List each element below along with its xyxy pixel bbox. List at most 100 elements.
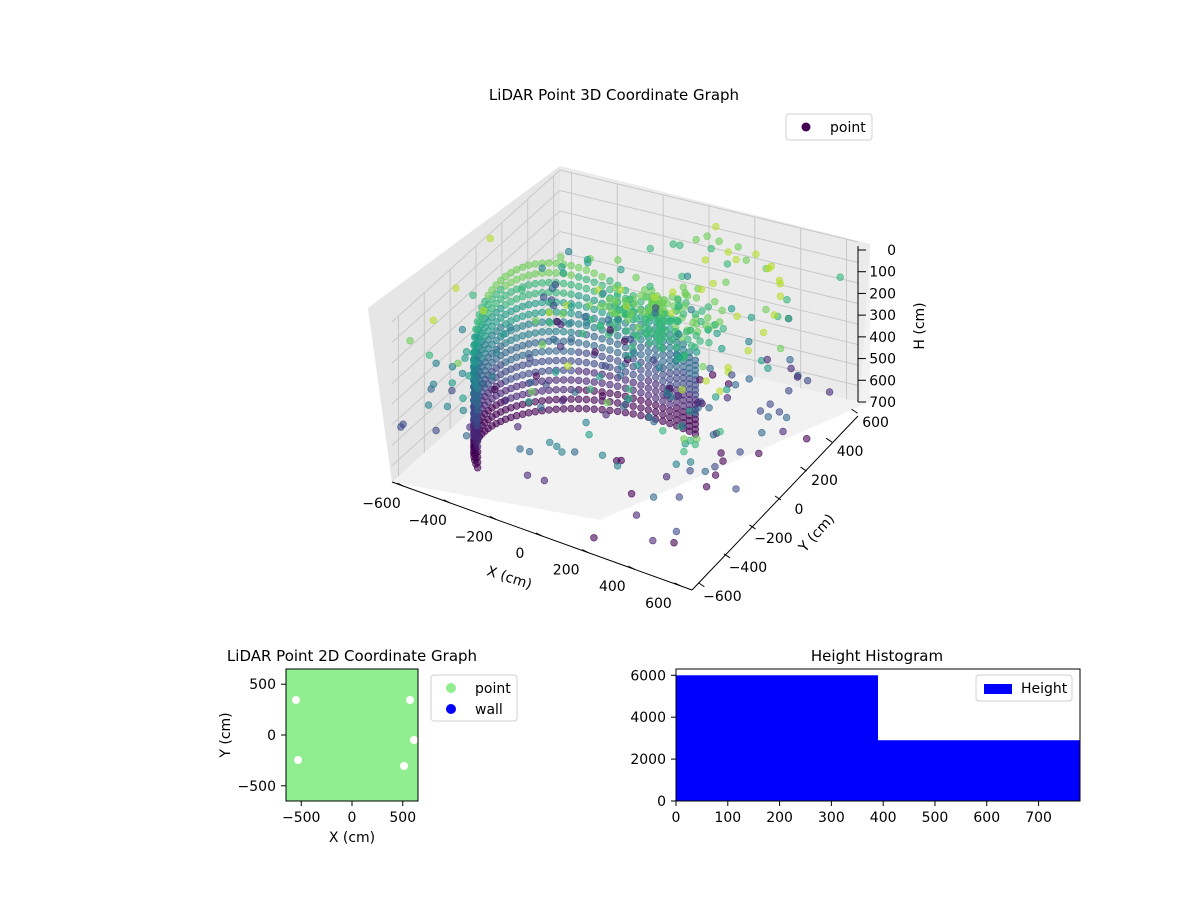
point-3d: [574, 273, 583, 281]
grid-z-1: [391, 189, 859, 343]
point-3d: [666, 375, 674, 383]
y-tick-label-2d: 0: [267, 728, 276, 744]
point-3d: [616, 371, 625, 379]
y-tick-label-2d: −500: [238, 779, 276, 795]
point-3d: [621, 376, 630, 384]
point-3d: [659, 404, 667, 412]
point-3d: [672, 343, 681, 351]
point-3d: [621, 368, 630, 376]
point-3d: [644, 384, 653, 392]
point-3d: [586, 385, 594, 393]
point-3d: [678, 422, 687, 430]
point-3d: [775, 408, 784, 416]
x-tick-3d-4: [581, 549, 589, 554]
point-3d: [531, 398, 539, 406]
point-3d: [567, 303, 575, 311]
grid-z-2: [391, 210, 859, 364]
point-3d: [644, 406, 653, 414]
point-3d: [678, 385, 686, 394]
point-3d: [659, 427, 667, 435]
point-3d: [574, 339, 583, 347]
z-tick-label-3d: 400: [869, 330, 896, 346]
point-3d: [432, 359, 440, 367]
point-2d: [376, 784, 389, 797]
point-3d: [486, 234, 495, 243]
point-3d: [590, 332, 598, 341]
point-3d: [599, 289, 607, 297]
point-3d: [723, 385, 731, 394]
point-3d: [531, 270, 539, 278]
point-3d: [656, 335, 664, 344]
point-3d: [742, 256, 750, 264]
x-tick-label-hist: 400: [870, 810, 897, 826]
point-3d: [516, 445, 524, 453]
legend-3d: point: [785, 113, 873, 141]
point-3d: [531, 299, 539, 308]
point-3d: [545, 259, 553, 267]
point-3d: [488, 286, 496, 294]
point-3d: [691, 408, 699, 416]
point-3d: [666, 419, 674, 428]
y-tick-label-3d: 600: [862, 415, 889, 431]
x-tick-label-2d: −500: [282, 810, 320, 826]
point-3d: [747, 313, 756, 322]
point-3d: [651, 309, 659, 317]
y-tick-3d-0: [698, 582, 705, 588]
point-3d: [473, 318, 482, 326]
point-3d: [538, 279, 546, 287]
point-3d: [644, 377, 653, 385]
point-3d: [448, 386, 456, 395]
point-3d: [546, 319, 554, 327]
points-2d: [286, 669, 418, 801]
point-3d: [574, 348, 583, 356]
point-3d: [649, 356, 657, 364]
cloud-gap: [294, 756, 302, 764]
point-3d: [692, 348, 701, 356]
point-3d: [598, 273, 606, 281]
point-3d: [651, 380, 660, 388]
point-3d: [552, 308, 560, 316]
point-3d: [637, 343, 645, 351]
x-tick-3d-5: [628, 565, 635, 570]
point-3d: [651, 394, 660, 402]
point-3d: [655, 364, 664, 372]
point-3d: [532, 372, 540, 380]
point-3d: [770, 311, 778, 319]
point-3d: [715, 318, 724, 326]
point-3d: [598, 335, 606, 343]
point-3d: [492, 281, 500, 289]
x-tick-label-3d: 600: [645, 596, 672, 612]
point-3d: [687, 342, 696, 350]
point-3d: [559, 356, 568, 365]
point-3d: [582, 418, 590, 427]
point-3d: [497, 286, 505, 294]
point-3d: [686, 467, 694, 475]
point-3d: [697, 317, 705, 326]
y-tick-label-3d: −400: [729, 560, 767, 576]
point-3d: [558, 263, 566, 271]
point-3d: [641, 315, 649, 323]
point-3d: [613, 390, 622, 399]
point-3d: [625, 385, 633, 393]
point-3d: [578, 330, 586, 338]
y-tick-label-3d: 0: [795, 502, 804, 518]
point-3d: [698, 307, 706, 315]
point-3d: [590, 378, 598, 386]
point-3d: [758, 429, 766, 437]
point-2d: [346, 729, 358, 741]
point-3d: [776, 292, 785, 300]
point-3d: [802, 435, 811, 443]
point-3d: [711, 393, 720, 401]
point-3d: [674, 392, 683, 400]
cloud-gap: [410, 736, 418, 744]
point-3d: [507, 278, 515, 287]
point-3d: [759, 328, 768, 337]
point-3d: [538, 357, 546, 366]
point-2d: [325, 673, 338, 686]
point-3d: [574, 404, 583, 413]
point-3d: [559, 279, 568, 288]
point-3d: [574, 282, 583, 291]
point-3d: [462, 432, 471, 440]
point-3d: [606, 389, 614, 397]
